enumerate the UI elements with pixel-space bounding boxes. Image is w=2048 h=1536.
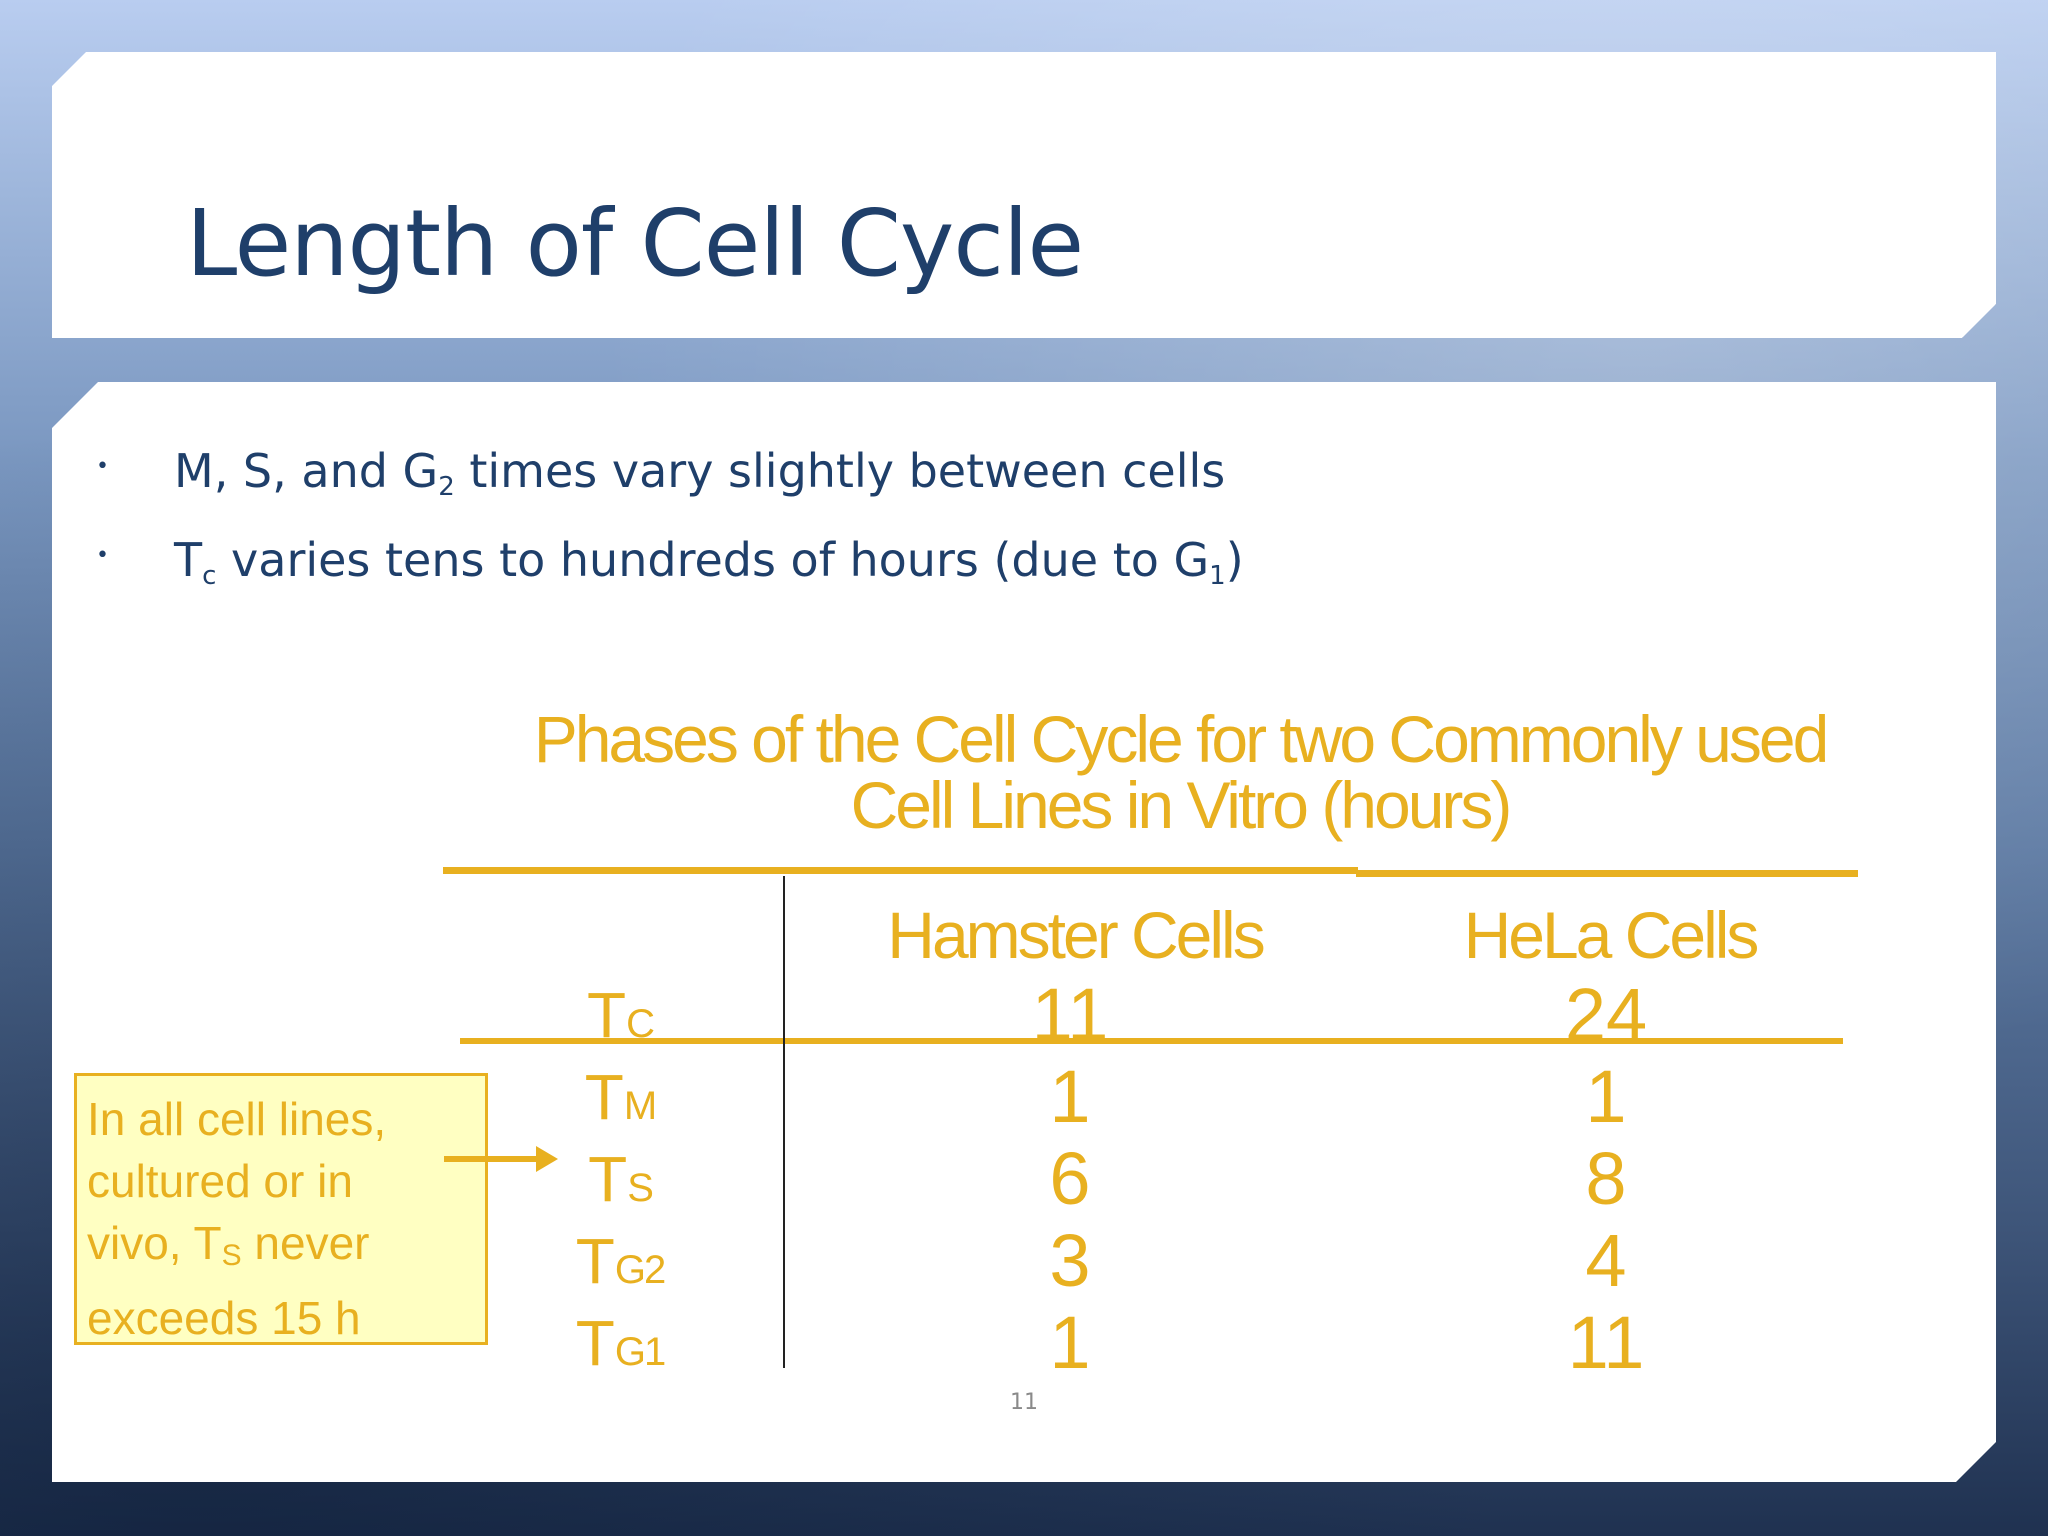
note-box: In all cell lines, cultured or in vivo, … [74,1073,488,1345]
title-panel [52,52,1996,338]
table-title-line-2: Cell Lines in Vitro (hours) [850,768,1513,842]
note-line-4: exceeds 15 h [87,1292,361,1344]
column-header-hamster: Hamster Cells [887,898,1265,972]
cell-hela-tg1: 11 [1567,1301,1645,1384]
table-top-rule-right [1356,870,1858,877]
page-number: 11 [1010,1390,1038,1415]
cell-hela-tm: 1 [1585,1055,1627,1138]
cell-hamster-tg1: 1 [1049,1301,1091,1384]
cell-hamster-tm: 1 [1049,1055,1091,1138]
bullet-dot-icon: • [96,543,109,568]
table-top-rule-left [443,867,1358,874]
cell-hela-tc: 24 [1564,973,1648,1056]
table-title-line-1: Phases of the Cell Cycle for two Commonl… [533,702,1830,776]
table-title: Phases of the Cell Cycle for two Commonl… [440,706,1920,838]
row-label-tg1: TG1 [575,1307,666,1379]
cell-hela-tg2: 4 [1585,1219,1627,1302]
row-label-ts: TS [588,1143,654,1215]
bullet-1-text: M, S, and G2 times vary slightly between… [174,444,1226,502]
cell-hamster-tc: 11 [1031,973,1109,1056]
note-line-1: In all cell lines, [87,1093,387,1145]
slide-title: Length of Cell Cycle [186,190,1084,297]
row-label-tc: TC [587,979,655,1051]
column-header-hela: HeLa Cells [1463,898,1760,972]
bullet-dot-icon: • [96,454,109,479]
cell-hamster-ts: 6 [1049,1137,1091,1220]
table-header-rule [460,1038,1843,1044]
bullet-2-text: Tc varies tens to hundreds of hours (due… [174,533,1244,591]
arrow-right-icon [444,1146,558,1172]
note-line-3: vivo, TS never [87,1217,370,1272]
note-line-2: cultured or in [87,1155,353,1207]
row-label-tg2: TG2 [575,1225,666,1297]
cell-hela-ts: 8 [1585,1137,1627,1220]
table-column-divider [783,876,785,1368]
cell-hamster-tg2: 3 [1049,1219,1091,1302]
row-label-tm: TM [584,1061,657,1133]
